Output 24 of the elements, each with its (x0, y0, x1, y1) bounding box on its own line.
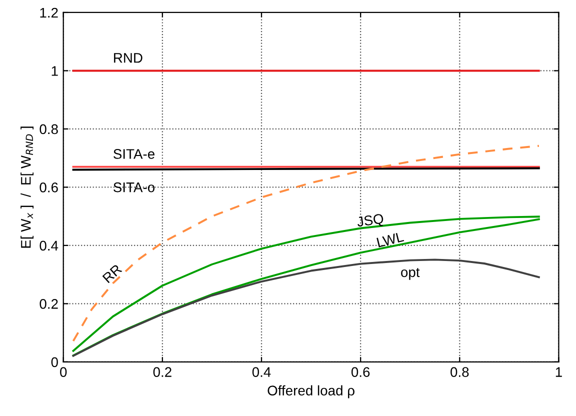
y-tick-label: 0.6 (40, 182, 58, 192)
series-label: SITA-o (114, 182, 155, 192)
y-tick-label: 0.4 (40, 240, 58, 251)
x-tick-label: 0.4 (252, 367, 271, 377)
x-tick-label: 1 (556, 367, 562, 377)
x-axis-title: Offered load ρ (268, 385, 354, 398)
line-series (72, 258, 540, 357)
text: RR (102, 264, 122, 284)
series-label: RND (114, 53, 142, 63)
series-label: SITA-e (114, 149, 154, 159)
y-tick-label: 1 (52, 66, 58, 76)
text: LWL (376, 232, 404, 248)
x-tick-label: 0.2 (153, 367, 172, 377)
line-series (72, 144, 540, 342)
series-label: opt (401, 268, 420, 280)
y-axis-title: E[ W$_{x}$ ] / E[ W$_{RND}$ ] (20, 126, 34, 248)
y-tick-label: 1.2 (40, 8, 58, 18)
x-tick-label: 0.6 (351, 367, 370, 377)
x-tick-label: 0 (60, 367, 67, 377)
text: JSQ (356, 213, 384, 230)
y-tick-label: 0.2 (40, 299, 58, 309)
x-tick-label: 0.8 (450, 367, 469, 377)
y-tick-label: 0.8 (40, 124, 58, 134)
y-tick-label: 0 (51, 357, 58, 368)
